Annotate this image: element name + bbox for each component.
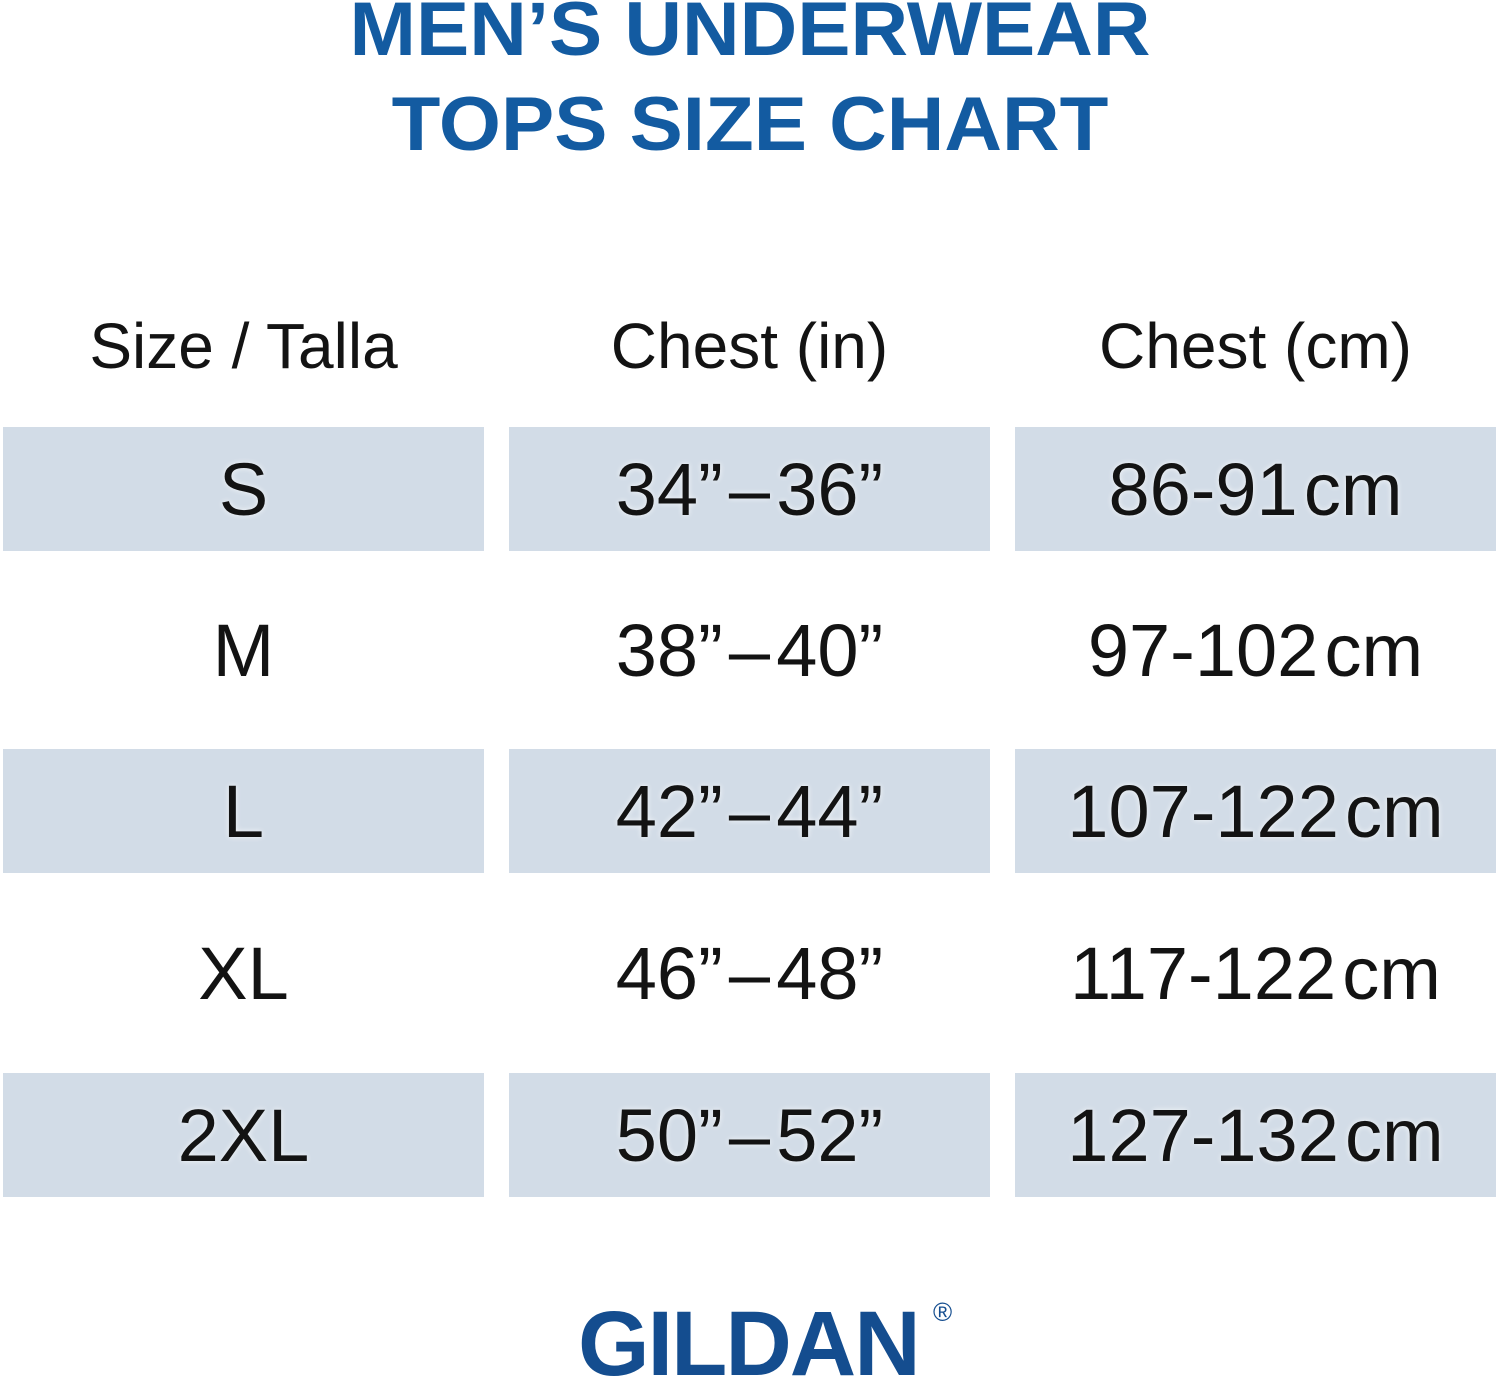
- svg-text:®: ®: [933, 1297, 952, 1327]
- svg-text:GILDAN: GILDAN: [578, 1295, 919, 1387]
